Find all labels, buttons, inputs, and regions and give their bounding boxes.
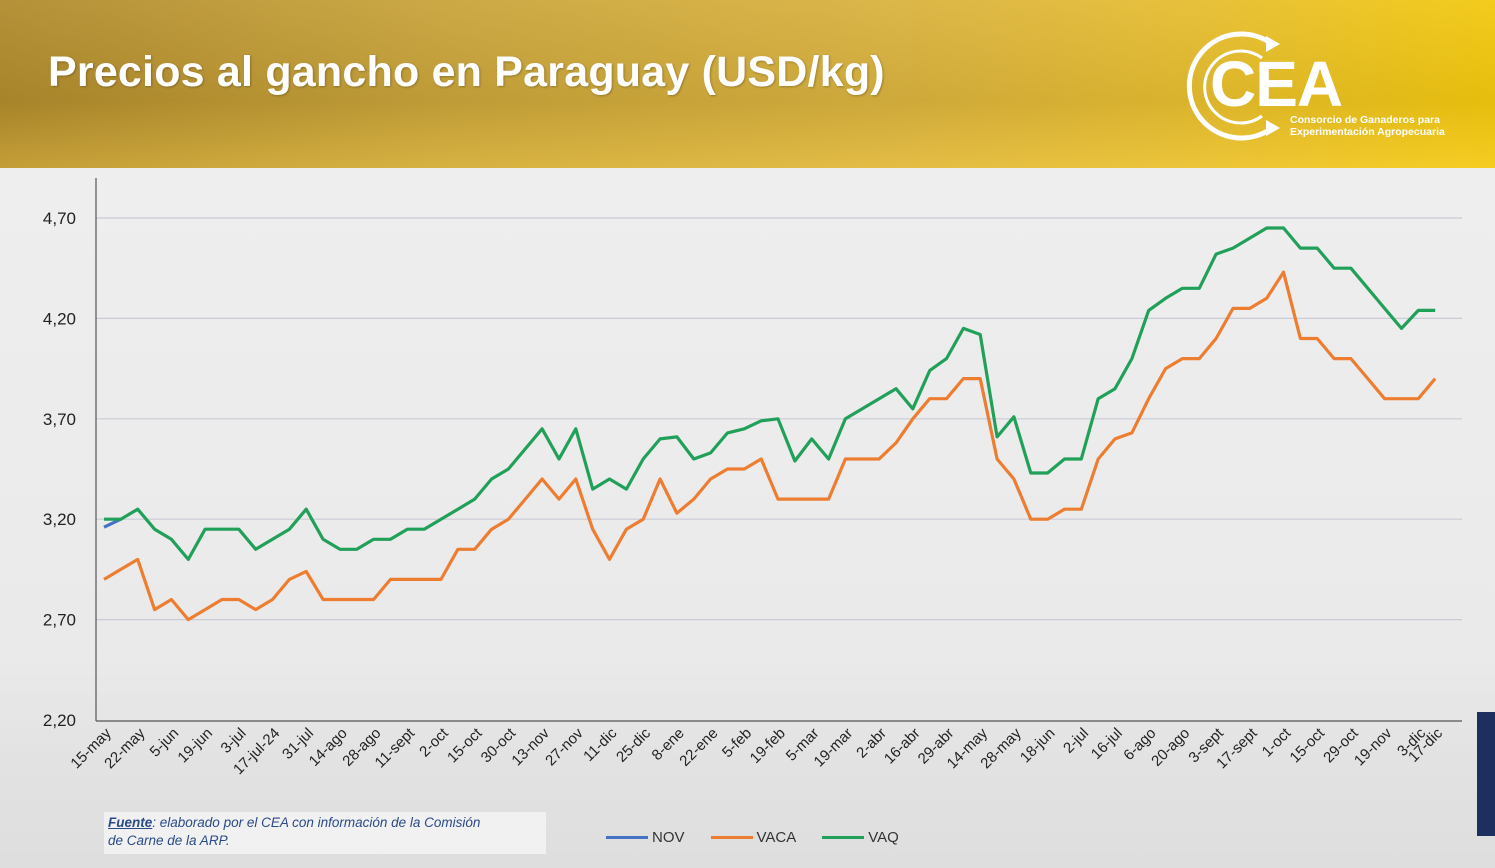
y-tick-label: 3,70	[43, 410, 76, 429]
legend-label-nov: NOV	[652, 828, 685, 846]
chart-legend: NOV VACA VAQ	[606, 826, 925, 848]
series-lines	[103, 226, 1437, 622]
y-tick-label: 4,70	[43, 209, 76, 228]
source-label: Fuente	[108, 815, 153, 830]
x-tick-label: 19-jun	[174, 725, 216, 767]
x-tick-label: 20-ago	[1148, 725, 1193, 770]
x-tick-label: 19-nov	[1351, 724, 1396, 769]
logo-subtitle-line1: Consorcio de Ganaderos para	[1290, 114, 1440, 126]
y-tick-label: 3,20	[43, 510, 76, 529]
y-tick-label: 2,20	[43, 711, 76, 730]
y-tick-label: 2,70	[43, 611, 76, 630]
axes	[95, 178, 1462, 722]
legend-item-vaca: VACA	[710, 828, 797, 846]
x-tick-label: 16-jul	[1088, 725, 1126, 763]
source-text-line2: de Carne de la ARP.	[108, 833, 230, 848]
header-banner: Precios al gancho en Paraguay (USD/kg) C…	[0, 0, 1495, 168]
source-note: Fuente: elaborado por el CEA con informa…	[104, 812, 546, 854]
logo-wordmark: CEA	[1210, 48, 1343, 120]
cea-logo	[1186, 31, 1280, 141]
price-line-chart: 2,20 2,70 3,20 3,70 4,20 4,70 15-may22-may5-j…	[43, 178, 1462, 778]
legend-item-vaq: VAQ	[822, 829, 899, 846]
y-axis-tick-labels: 2,20 2,70 3,20 3,70 4,20 4,70	[43, 209, 76, 730]
chart-panel: 2,20 2,70 3,20 3,70 4,20 4,70 15-may 22-may 5-j…	[0, 168, 1495, 868]
legend-item-nov: NOV	[606, 829, 685, 846]
page-title: Precios al gancho en Paraguay (USD/kg)	[48, 48, 885, 96]
x-tick-label: 11-dic	[580, 724, 620, 764]
legend-swatch-vaq	[822, 835, 865, 839]
x-tick-label: 16-abr	[881, 725, 924, 768]
x-tick-label: 22-ene	[676, 725, 721, 770]
logo-swirl-outer	[1186, 31, 1274, 141]
decorative-side-bar	[1477, 712, 1495, 836]
logo-arrow-icon	[1266, 120, 1280, 136]
logo-swirl-inner	[1203, 49, 1263, 125]
logo-arrow-icon	[1266, 36, 1280, 52]
source-text-line1: : elaborado por el CEA con información d…	[152, 815, 481, 830]
legend-swatch-vaca	[710, 835, 753, 839]
legend-swatch-nov	[606, 835, 648, 839]
x-tick-label: 2-jul	[1060, 725, 1092, 757]
legend-label-vaq: VAQ	[868, 828, 899, 846]
series-line-vaq	[104, 226, 1436, 561]
x-tick-label: 18-jun	[1017, 725, 1059, 767]
logo-subtitle-line2: Experimentación Agropecuaria	[1290, 126, 1445, 138]
x-tick-label: 25-dic	[613, 724, 654, 765]
legend-label-vaca: VACA	[756, 828, 797, 846]
x-tick-label: 15-oct	[444, 724, 486, 766]
series-line-vaca	[103, 270, 1437, 622]
x-tick-label: 15-oct	[1287, 724, 1329, 766]
x-tick-label: 19-feb	[747, 725, 789, 767]
y-tick-label: 4,20	[43, 309, 76, 328]
x-tick-label: 27-nov	[542, 724, 587, 769]
gridlines	[96, 217, 1462, 621]
x-tick-label: 19-mar	[811, 725, 857, 771]
